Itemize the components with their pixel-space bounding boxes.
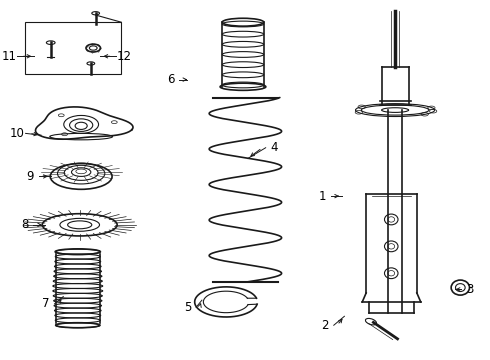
Text: 4: 4: [270, 141, 278, 154]
Text: 2: 2: [321, 319, 329, 332]
Text: 9: 9: [26, 170, 34, 183]
Text: 1: 1: [319, 190, 326, 203]
Text: 11: 11: [1, 50, 16, 63]
Text: 8: 8: [21, 218, 28, 231]
Text: 5: 5: [184, 301, 191, 314]
Text: 3: 3: [466, 283, 474, 296]
Text: 12: 12: [117, 50, 132, 63]
Text: 6: 6: [167, 73, 174, 86]
Text: 7: 7: [42, 297, 49, 310]
Text: 10: 10: [9, 127, 24, 140]
